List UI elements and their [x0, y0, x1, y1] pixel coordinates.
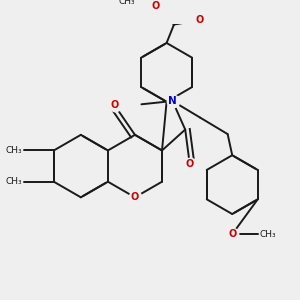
Text: O: O: [152, 1, 160, 11]
Text: O: O: [131, 192, 139, 202]
Text: CH₃: CH₃: [6, 146, 22, 155]
Text: O: O: [196, 15, 204, 25]
Text: CH₃: CH₃: [119, 0, 135, 6]
Text: N: N: [168, 96, 177, 106]
Text: O: O: [228, 229, 236, 239]
Text: CH₃: CH₃: [6, 177, 22, 186]
Text: O: O: [186, 160, 194, 170]
Text: CH₃: CH₃: [260, 230, 276, 239]
Text: O: O: [111, 100, 119, 110]
